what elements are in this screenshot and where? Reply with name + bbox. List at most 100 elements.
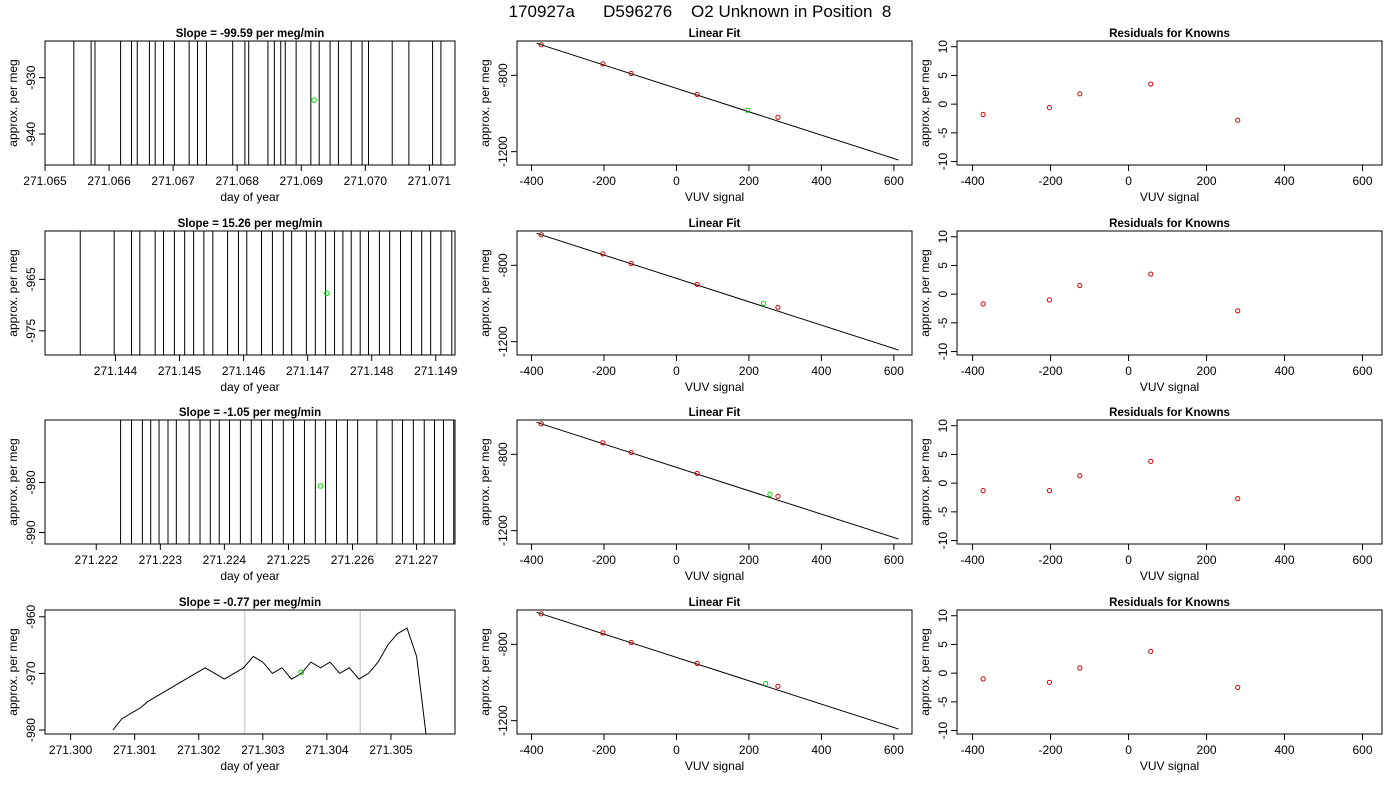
x-tick-label-2: -200 bbox=[592, 174, 616, 188]
x-tick-label-6: 600 bbox=[884, 174, 904, 188]
x-tick-label-5: 400 bbox=[1275, 364, 1295, 378]
x-tick-label-5: 400 bbox=[811, 174, 831, 188]
x-tick-label-3: 271.146 bbox=[222, 364, 266, 378]
data-marks bbox=[980, 648, 1241, 691]
x-tick-label-4: 200 bbox=[739, 743, 759, 757]
plot-frame bbox=[44, 419, 456, 545]
known-point-5 bbox=[775, 304, 781, 310]
y-tick-label-4: 5 bbox=[936, 72, 950, 79]
x-tick-label-1: 271.222 bbox=[75, 553, 119, 567]
x-axis-label: day of year bbox=[220, 190, 279, 204]
data-marks bbox=[79, 231, 453, 355]
panel-title: Slope = -1.05 per meg/min bbox=[179, 407, 321, 419]
plot-frame bbox=[44, 230, 456, 356]
panel-time-series-row-2: 271.144 271.145 271.146 271.147 271.148 271.1… bbox=[6, 218, 458, 394]
fit-line bbox=[536, 232, 899, 351]
y-axis-label: approx. per meg bbox=[6, 628, 20, 715]
data-marks bbox=[112, 610, 427, 734]
x-tick-label-1: -400 bbox=[519, 364, 543, 378]
x-tick-label-6: 271.070 bbox=[344, 174, 388, 188]
plot-frame bbox=[956, 419, 1383, 545]
x-tick-label-3: 0 bbox=[1125, 553, 1132, 567]
panel-residuals-row-2: -400 -200 0 200 400 600 -10 -5 0 5 10 Residuals for… bbox=[918, 218, 1383, 394]
y-tick-label-1: -1200 bbox=[496, 326, 510, 357]
x-tick-label-4: 271.303 bbox=[241, 743, 285, 757]
y-tick-label-2: -5 bbox=[936, 506, 950, 517]
y-tick-label-3: -960 bbox=[24, 604, 38, 628]
y-axis-label: approx. per meg bbox=[6, 59, 20, 146]
panel-title: Residuals for Knowns bbox=[1109, 28, 1230, 40]
y-tick-label-2: -5 bbox=[936, 127, 950, 138]
y-axis-label: approx. per meg bbox=[918, 438, 932, 525]
residual-point-2 bbox=[1046, 104, 1053, 111]
data-marks bbox=[980, 81, 1241, 123]
panel-linear-fit-row-2: -400 -200 0 200 400 600 -1200 -800 Linear Fit VUV… bbox=[478, 218, 913, 394]
x-tick-label-1: 271.065 bbox=[23, 174, 67, 188]
data-marks bbox=[980, 271, 1241, 314]
panel-title: Linear Fit bbox=[689, 218, 741, 230]
plot-frame bbox=[956, 230, 1383, 356]
known-point-2 bbox=[600, 440, 606, 446]
panel-residuals-row-3: -400 -200 0 200 400 600 -10 -5 0 5 10 Residuals for… bbox=[918, 407, 1383, 583]
fit-line bbox=[536, 611, 899, 730]
x-tick-label-4: 200 bbox=[1197, 553, 1217, 567]
x-tick-label-4: 200 bbox=[739, 364, 759, 378]
x-axis-label: VUV signal bbox=[685, 759, 744, 773]
residual-point-4 bbox=[1148, 81, 1154, 87]
fit-line bbox=[536, 42, 899, 161]
y-tick-label-1: -10 bbox=[936, 343, 950, 361]
unknown-point bbox=[762, 680, 769, 687]
x-tick-label-5: 400 bbox=[811, 743, 831, 757]
x-tick-label-4: 271.147 bbox=[286, 364, 330, 378]
y-tick-label-1: -10 bbox=[936, 153, 950, 171]
x-tick-label-1: -400 bbox=[961, 743, 985, 757]
x-tick-label-6: 271.227 bbox=[395, 553, 439, 567]
x-tick-label-5: 400 bbox=[811, 553, 831, 567]
residual-point-1 bbox=[980, 488, 986, 494]
y-axis-label: approx. per meg bbox=[918, 249, 932, 336]
panel-linear-fit-row-1: -400 -200 0 200 400 600 -1200 -800 Linear Fit VUV… bbox=[478, 28, 913, 204]
x-tick-label-1: 271.144 bbox=[94, 364, 138, 378]
x-tick-label-5: 400 bbox=[1275, 553, 1295, 567]
x-tick-label-2: -200 bbox=[1039, 364, 1063, 378]
y-tick-label-2: -930 bbox=[24, 65, 38, 89]
y-tick-label-5: 10 bbox=[936, 230, 950, 244]
residual-point-5 bbox=[1235, 684, 1241, 691]
y-tick-label-1: -980 bbox=[24, 718, 38, 742]
y-tick-label-3: 0 bbox=[936, 479, 950, 486]
y-tick-label-2: -980 bbox=[24, 470, 38, 494]
panel-title: Slope = 15.26 per meg/min bbox=[178, 218, 323, 230]
data-marks bbox=[536, 421, 899, 540]
panel-title: Residuals for Knowns bbox=[1109, 597, 1230, 609]
x-axis-label: day of year bbox=[220, 759, 279, 773]
x-tick-label-3: 271.067 bbox=[151, 174, 195, 188]
panel-title: Slope = -0.77 per meg/min bbox=[179, 597, 321, 609]
panel-residuals-row-4: -400 -200 0 200 400 600 -10 -5 0 5 10 Residuals for… bbox=[918, 597, 1383, 773]
unknown-point bbox=[744, 107, 751, 113]
x-tick-label-3: 271.224 bbox=[203, 553, 247, 567]
known-point-4 bbox=[694, 660, 700, 667]
known-point-4 bbox=[694, 91, 700, 98]
y-tick-label-5: 10 bbox=[936, 419, 950, 433]
panel-title: Slope = -99.59 per meg/min bbox=[176, 28, 325, 40]
plot-frame bbox=[516, 419, 913, 545]
y-tick-label-2: -5 bbox=[936, 317, 950, 328]
data-marks bbox=[536, 611, 899, 730]
x-axis-label: VUV signal bbox=[1140, 190, 1199, 204]
x-tick-label-6: 600 bbox=[1352, 553, 1372, 567]
y-axis-label: approx. per meg bbox=[478, 249, 492, 336]
panel-title: Linear Fit bbox=[689, 407, 741, 419]
x-tick-label-1: -400 bbox=[519, 743, 543, 757]
x-tick-label-2: -200 bbox=[1039, 743, 1063, 757]
x-tick-label-1: 271.300 bbox=[49, 743, 93, 757]
x-tick-label-5: 271.226 bbox=[331, 553, 375, 567]
panel-time-series-row-1: 271.065 271.066 271.067 271.068 271.069 271.0… bbox=[6, 28, 456, 204]
data-marks bbox=[980, 458, 1241, 502]
x-tick-label-5: 400 bbox=[1275, 174, 1295, 188]
x-tick-label-1: -400 bbox=[961, 364, 985, 378]
x-tick-label-2: 271.301 bbox=[113, 743, 157, 757]
x-tick-label-6: 600 bbox=[884, 364, 904, 378]
plot-frame bbox=[44, 40, 456, 166]
x-axis-label: VUV signal bbox=[1140, 569, 1199, 583]
